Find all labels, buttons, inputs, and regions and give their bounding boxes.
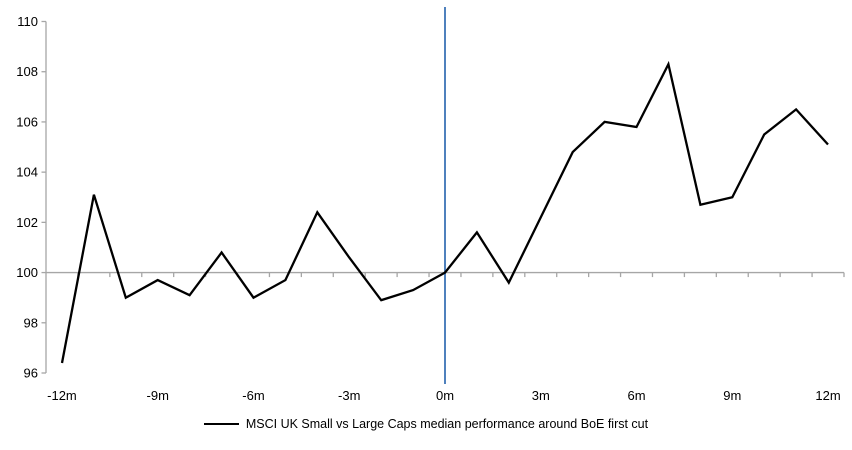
y-axis-tick-label: 102: [16, 215, 38, 230]
x-axis-tick-label: 12m: [815, 388, 840, 403]
y-axis-tick-label: 98: [24, 315, 38, 330]
x-axis-tick-label: -9m: [147, 388, 169, 403]
legend-label: MSCI UK Small vs Large Caps median perfo…: [245, 417, 649, 431]
y-axis-tick-label: 96: [24, 366, 38, 381]
x-axis-tick-label: 9m: [723, 388, 741, 403]
y-axis-tick-label: 110: [17, 14, 38, 29]
x-axis-tick-label: 0m: [436, 388, 454, 403]
x-axis: -12m -9m -6m -3m 0m 3m 6m 9m 12m: [46, 271, 845, 403]
x-axis-tick-label: -3m: [338, 388, 360, 403]
series-line: [60, 60, 829, 364]
x-axis-tick-label: 3m: [532, 388, 550, 403]
legend-line-swatch: [203, 423, 239, 425]
y-axis-tick-label: 106: [16, 114, 38, 129]
y-axis-tick-label: 100: [16, 265, 38, 280]
y-axis-tick-label: 104: [16, 165, 38, 180]
y-axis-tick-label: 108: [16, 64, 38, 79]
y-axis: 96 98 100 102 104 106 108 110: [16, 14, 47, 381]
x-axis-tick-label: 6m: [627, 388, 645, 403]
x-axis-tick-label: -6m: [242, 388, 264, 403]
x-axis-tick-label: -12m: [47, 388, 77, 403]
legend: MSCI UK Small vs Large Caps median perfo…: [0, 417, 852, 431]
